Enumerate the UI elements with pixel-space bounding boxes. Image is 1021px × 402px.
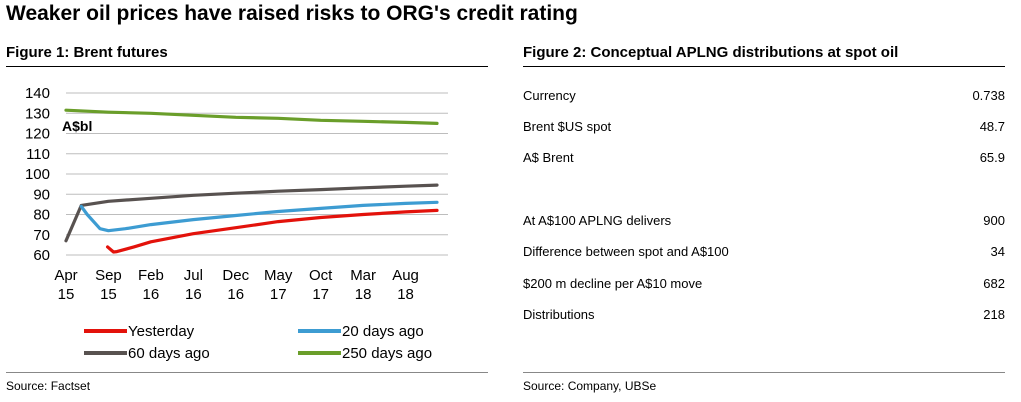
row-value: 0.738 <box>972 88 1005 103</box>
figure1-source: Source: Factset <box>6 379 91 393</box>
figure2-source: Source: Company, UBSe <box>523 379 657 393</box>
y-tick-label: 140 <box>25 85 50 102</box>
legend-label: Yesterday <box>128 323 195 340</box>
row-value: 682 <box>983 276 1005 291</box>
x-tick-label: Aug <box>392 267 419 284</box>
y-tick-label: 80 <box>33 207 50 224</box>
table-row: Currency 0.738 <box>523 88 1005 108</box>
table-row: A$ Brent 65.9 <box>523 150 1005 170</box>
table-row: At A$100 APLNG delivers 900 <box>523 213 1005 233</box>
row-label: Difference between spot and A$100 <box>523 244 729 259</box>
x-tick-label: May <box>264 267 293 284</box>
x-tick-label: 16 <box>227 286 244 303</box>
figure1-title-rule <box>6 66 488 67</box>
series-line-60-days-ago <box>64 183 439 243</box>
row-value: 218 <box>983 307 1005 322</box>
x-tick-label: Apr <box>54 267 77 284</box>
series-line-20-days-ago <box>79 200 439 233</box>
row-value: 900 <box>983 213 1005 228</box>
table-row: Difference between spot and A$100 34 <box>523 244 1005 264</box>
x-tick-label: Sep <box>95 267 122 284</box>
y-tick-label: 110 <box>26 146 50 163</box>
series-line-yesterday <box>105 208 439 254</box>
x-tick-label: Oct <box>309 267 333 284</box>
figure1-source-rule <box>6 372 488 373</box>
y-tick-label: 60 <box>33 247 50 264</box>
y-tick-label: 120 <box>25 126 50 143</box>
y-tick-label: 90 <box>33 186 50 203</box>
figure1-title: Figure 1: Brent futures <box>6 44 168 61</box>
x-tick-label: 18 <box>355 286 372 303</box>
y-axis-label: A$bl <box>62 118 92 134</box>
x-tick-label: 17 <box>270 286 287 303</box>
y-tick-label: 70 <box>33 227 50 244</box>
table-row: Brent $US spot 48.7 <box>523 119 1005 139</box>
brent-futures-chart: 60 70 80 90 100 110 120 130 140 Apr 15 Sep 15 Feb 16 Ju… <box>25 85 448 362</box>
x-tick-label: 16 <box>143 286 160 303</box>
row-label: Distributions <box>523 307 595 322</box>
figure2-source-rule <box>523 372 1005 373</box>
row-label: A$ Brent <box>523 150 574 165</box>
table-row: Distributions 218 <box>523 307 1005 327</box>
row-label: Currency <box>523 88 576 103</box>
table-row: $200 m decline per A$10 move 682 <box>523 276 1005 296</box>
y-tick-label: 100 <box>25 166 50 183</box>
legend-label: 60 days ago <box>128 345 210 362</box>
row-value: 65.9 <box>979 150 1005 165</box>
x-tick-label: Mar <box>350 267 376 284</box>
x-tick-label: 15 <box>58 286 75 303</box>
row-value: 34 <box>990 244 1005 259</box>
row-label: Brent $US spot <box>523 119 612 134</box>
x-tick-label: Jul <box>184 267 203 284</box>
y-tick-label: 130 <box>25 105 50 122</box>
legend-label: 20 days ago <box>342 323 424 340</box>
row-value: 48.7 <box>979 119 1005 134</box>
row-label: $200 m decline per A$10 move <box>523 276 703 291</box>
page-title: Weaker oil prices have raised risks to O… <box>6 2 578 25</box>
figure2-title: Figure 2: Conceptual APLNG distributions… <box>523 44 899 61</box>
figure2-title-rule <box>523 66 1005 67</box>
series-line-250-days-ago <box>64 108 439 126</box>
legend-label: 250 days ago <box>342 345 432 362</box>
x-tick-label: Feb <box>138 267 164 284</box>
row-label: At A$100 APLNG delivers <box>523 213 672 228</box>
x-tick-label: 16 <box>185 286 202 303</box>
x-tick-label: 18 <box>397 286 414 303</box>
x-tick-label: 15 <box>100 286 117 303</box>
x-tick-label: Dec <box>222 267 249 284</box>
x-tick-label: 17 <box>312 286 329 303</box>
